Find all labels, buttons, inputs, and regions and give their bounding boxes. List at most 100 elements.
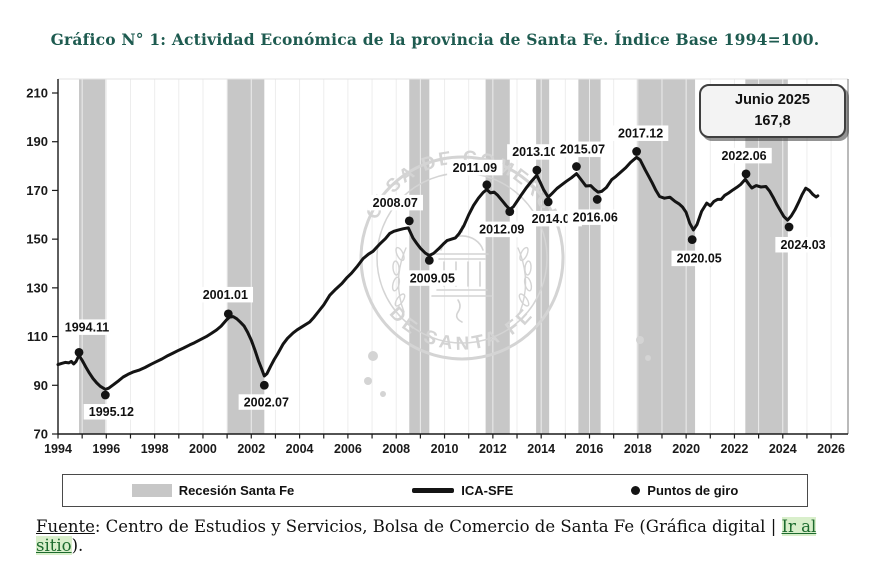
turning-point-dot (505, 207, 515, 217)
turning-point-label: 2017.12 (618, 126, 663, 140)
callout-date: Junio 2025 (735, 91, 810, 108)
turning-point-dot (741, 169, 751, 179)
x-tick-label: 2020 (672, 442, 700, 456)
legend-item-line: ICA-SFE (412, 483, 513, 498)
line-swatch-icon (412, 488, 455, 493)
turning-point-label-bg (474, 221, 530, 238)
turning-point-label-bg (612, 125, 669, 141)
y-tick-label: 210 (26, 86, 48, 101)
recession-band (745, 79, 788, 434)
turning-point-label-bg (197, 286, 254, 303)
turning-point-dot (259, 380, 269, 390)
turning-point-label-bg (775, 236, 831, 253)
source-prefix: Fuente (36, 517, 95, 536)
chart-title: Gráfico N° 1: Actividad Económica de la … (50, 30, 820, 49)
y-tick-label: 90 (34, 378, 48, 393)
turning-point-dot (532, 165, 542, 175)
x-tick-label: 2002 (237, 442, 265, 456)
recession-band (485, 79, 510, 434)
turning-point-label-bg (59, 319, 115, 335)
turning-point-label-bg (83, 404, 140, 420)
x-tick-label: 1994 (44, 442, 72, 456)
legend-line-label: ICA-SFE (461, 483, 514, 498)
turning-point-label-bg (671, 250, 727, 267)
recession-band (227, 79, 265, 434)
legend-points-label: Puntos de giro (647, 483, 739, 498)
legend-item-points: Puntos de giro (631, 483, 738, 498)
turning-point-dot (784, 222, 794, 232)
x-tick-label: 2018 (624, 442, 652, 456)
turning-point-label: 2002.07 (244, 395, 289, 409)
turning-point-dot (687, 235, 697, 245)
turning-point-dot (572, 162, 581, 171)
turning-point-dots (74, 147, 794, 400)
y-tick-label: 170 (26, 183, 48, 198)
turning-point-label-bg (367, 194, 423, 211)
source-suffix: ). (71, 536, 84, 555)
x-tick-label: 2006 (334, 442, 362, 456)
turning-point-dot (424, 255, 434, 265)
y-tick-label: 110 (27, 329, 48, 344)
turning-point-dot (543, 197, 553, 207)
callout-value: 167,8 (754, 113, 791, 129)
turning-point-label-bg (567, 209, 623, 225)
turning-point-label: 2020.05 (677, 252, 722, 266)
turning-point-label-bg (716, 147, 772, 164)
x-tick-label: 2008 (382, 442, 410, 456)
watermark-bottom-text: DE SANTA FE (385, 303, 535, 355)
x-tick-label: 2014 (527, 442, 555, 456)
x-tick-label: 2024 (769, 442, 797, 456)
turning-point-label: 2011.09 (453, 161, 498, 175)
turning-point-label-bg (447, 159, 503, 176)
turning-point-label-bg (554, 141, 611, 158)
turning-point-label-bg (404, 270, 461, 286)
turning-point-labels: 1994.11 1995.12 2001.01 2002.07 2008.07 2009.… (59, 125, 831, 420)
x-tick-label: 2022 (721, 442, 749, 456)
turning-point-dot (632, 147, 642, 156)
axes: 70 90 110 130 150 170 190 210 1994 1996 1998 2000 20… (26, 78, 849, 456)
x-tick-label: 2026 (817, 442, 845, 456)
turning-point-label: 2022.06 (721, 149, 766, 163)
x-tick-label: 2000 (189, 442, 217, 456)
turning-point-dot (404, 216, 414, 226)
turning-point-label: 2024.03 (780, 238, 825, 252)
x-tick-label: 2004 (286, 442, 314, 456)
y-tick-label: 150 (26, 232, 48, 247)
turning-point-dot (100, 390, 110, 400)
x-tick-label: 2016 (576, 442, 604, 456)
source-line: Fuente: Centro de Estudios y Servicios, … (36, 517, 856, 555)
turning-point-label: 1994.11 (65, 320, 110, 334)
legend-item-recession: Recesión Santa Fe (131, 483, 295, 498)
ica-sfe-line (56, 155, 820, 391)
x-tick-label: 1998 (141, 442, 169, 456)
x-tick-label: 2012 (479, 442, 507, 456)
turning-point-dot (482, 180, 492, 190)
turning-point-label: 2013.10 (512, 145, 557, 159)
turning-point-label: 1995.12 (89, 405, 134, 419)
recession-swatch-icon (131, 484, 172, 497)
x-tick-label: 1996 (92, 442, 120, 456)
ica-sfe-polyline (56, 155, 820, 391)
svg-text:DE SANTA FE: DE SANTA FE (385, 303, 539, 355)
legend-recession-label: Recesión Santa Fe (178, 483, 295, 498)
recession-band (79, 79, 106, 434)
source-text: : Centro de Estudios y Servicios, Bolsa … (94, 517, 782, 536)
turning-point-label: 2014.04 (532, 212, 577, 226)
turning-point-label: 2008.07 (373, 196, 418, 210)
turning-point-label-bg (238, 394, 295, 410)
dot-swatch-icon (631, 486, 641, 495)
turning-point-label: 2001.01 (203, 288, 248, 302)
turning-point-label: 2009.05 (410, 271, 455, 285)
turning-point-label: 2012.09 (479, 223, 524, 237)
latest-value-callout: Junio 2025 167,8 (699, 84, 846, 138)
turning-point-label: 2015.07 (560, 143, 605, 157)
y-tick-label: 190 (26, 134, 48, 149)
turning-point-label-bg (507, 144, 563, 160)
x-tick-label: 2010 (431, 442, 459, 456)
y-tick-label: 70 (34, 427, 48, 442)
recession-band (409, 79, 430, 434)
turning-point-label: 2016.06 (573, 210, 618, 224)
turning-point-dot (223, 309, 233, 319)
